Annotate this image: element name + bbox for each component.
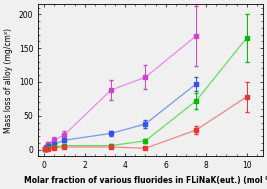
X-axis label: Molar fraction of various fluorides in FLiNaK(eut.) (mol %): Molar fraction of various fluorides in F…: [24, 176, 267, 185]
Y-axis label: Mass loss of alloy (mg/cm³): Mass loss of alloy (mg/cm³): [4, 28, 13, 133]
